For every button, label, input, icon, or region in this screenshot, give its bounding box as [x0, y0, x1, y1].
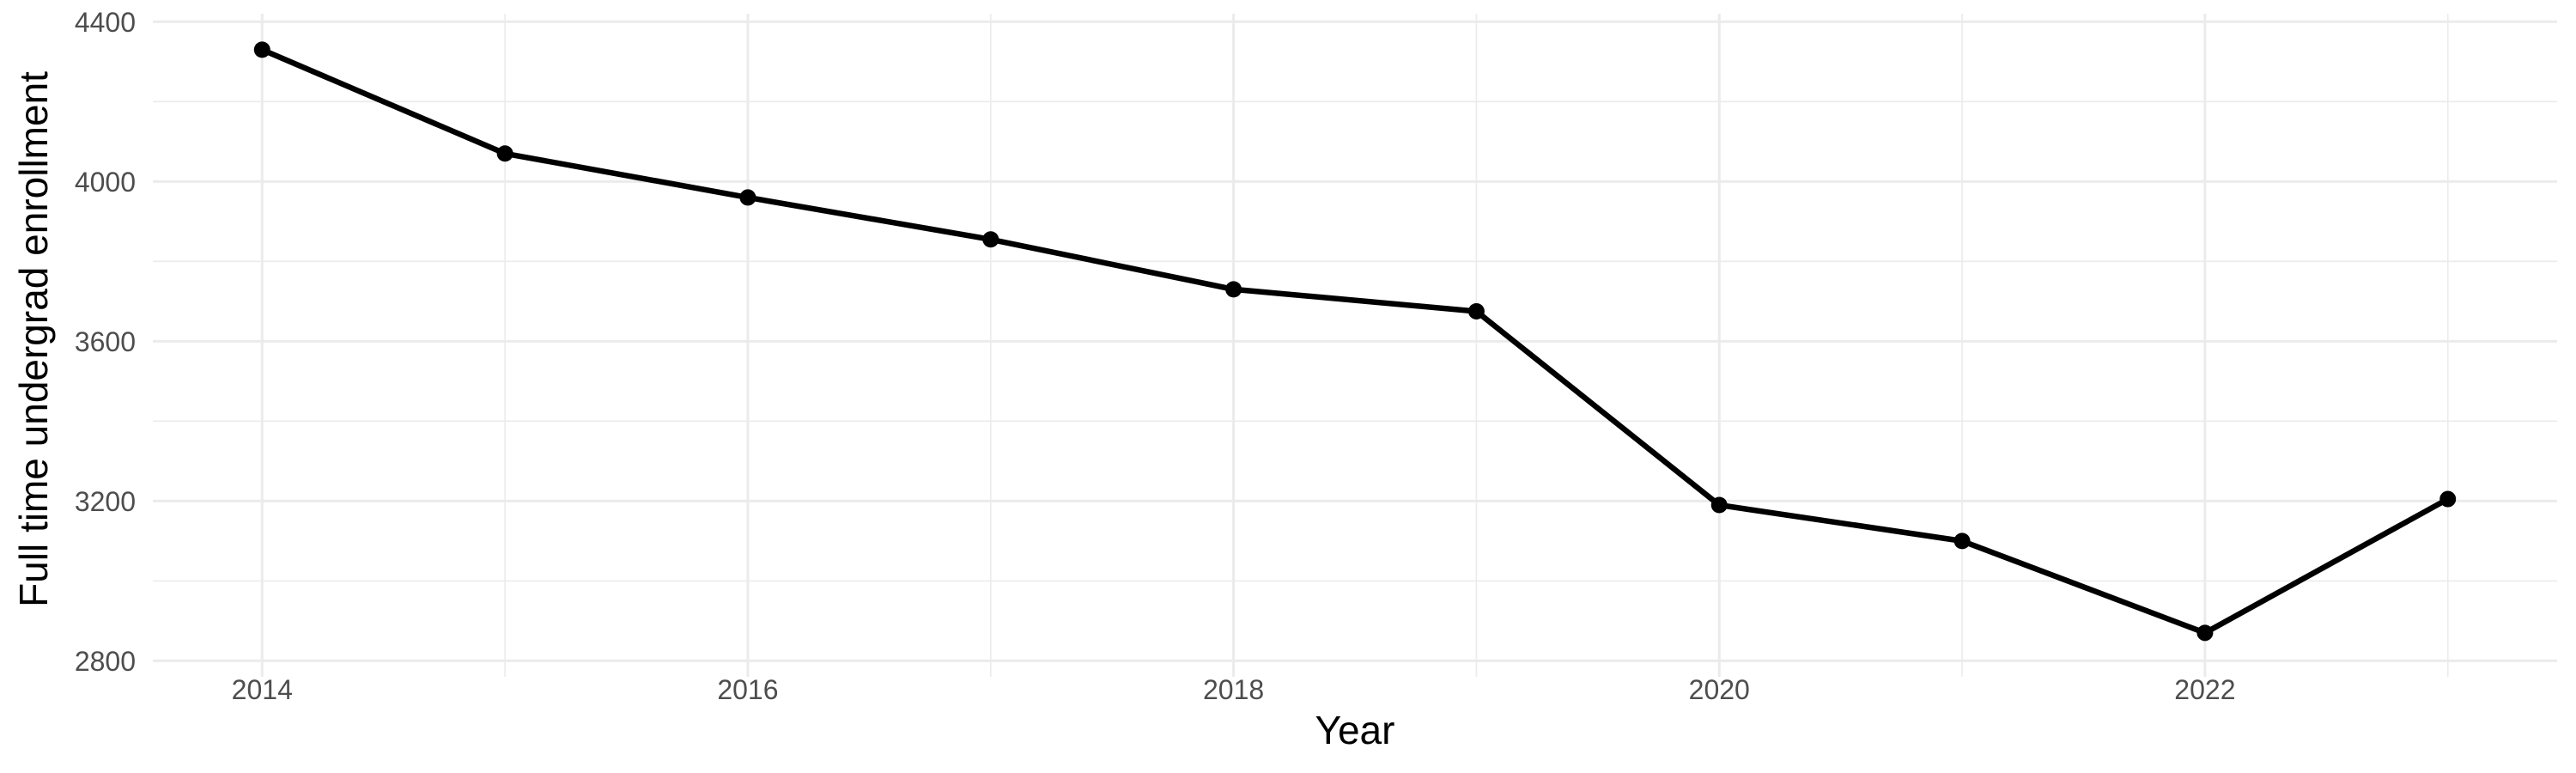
- x-tick-label: 2016: [717, 674, 778, 705]
- y-tick-label: 3200: [75, 486, 136, 517]
- y-tick-label: 3600: [75, 326, 136, 357]
- enrollment-trend-line: [260, 46, 2450, 636]
- x-axis-title: Year: [1315, 708, 1395, 752]
- data-series: [253, 41, 2457, 642]
- y-tick-label: 2800: [75, 646, 136, 677]
- data-point: [982, 231, 999, 248]
- data-point: [1225, 281, 1242, 298]
- x-tick-label: 2020: [1689, 674, 1750, 705]
- data-point: [496, 145, 513, 162]
- y-tick-label: 4000: [75, 167, 136, 198]
- data-point: [739, 189, 756, 206]
- data-point: [2439, 490, 2457, 508]
- y-axis-tick-labels: 2800 3200 3600 4000 4400: [75, 7, 136, 677]
- y-tick-label: 4400: [75, 7, 136, 38]
- y-axis-title: Full time undergrad enrollment: [11, 71, 56, 607]
- data-point: [1467, 302, 1485, 320]
- x-tick-label: 2018: [1203, 674, 1264, 705]
- x-tick-label: 2022: [2174, 674, 2235, 705]
- data-point: [253, 41, 270, 58]
- x-axis-tick-labels: 2014 2016 2018 2020 2022: [232, 674, 2236, 705]
- major-gridlines: [153, 14, 2557, 677]
- data-point: [1953, 533, 1971, 550]
- x-tick-label: 2014: [232, 674, 293, 705]
- data-point: [2196, 624, 2214, 642]
- data-point: [1710, 496, 1728, 514]
- minor-gridlines: [153, 14, 2557, 677]
